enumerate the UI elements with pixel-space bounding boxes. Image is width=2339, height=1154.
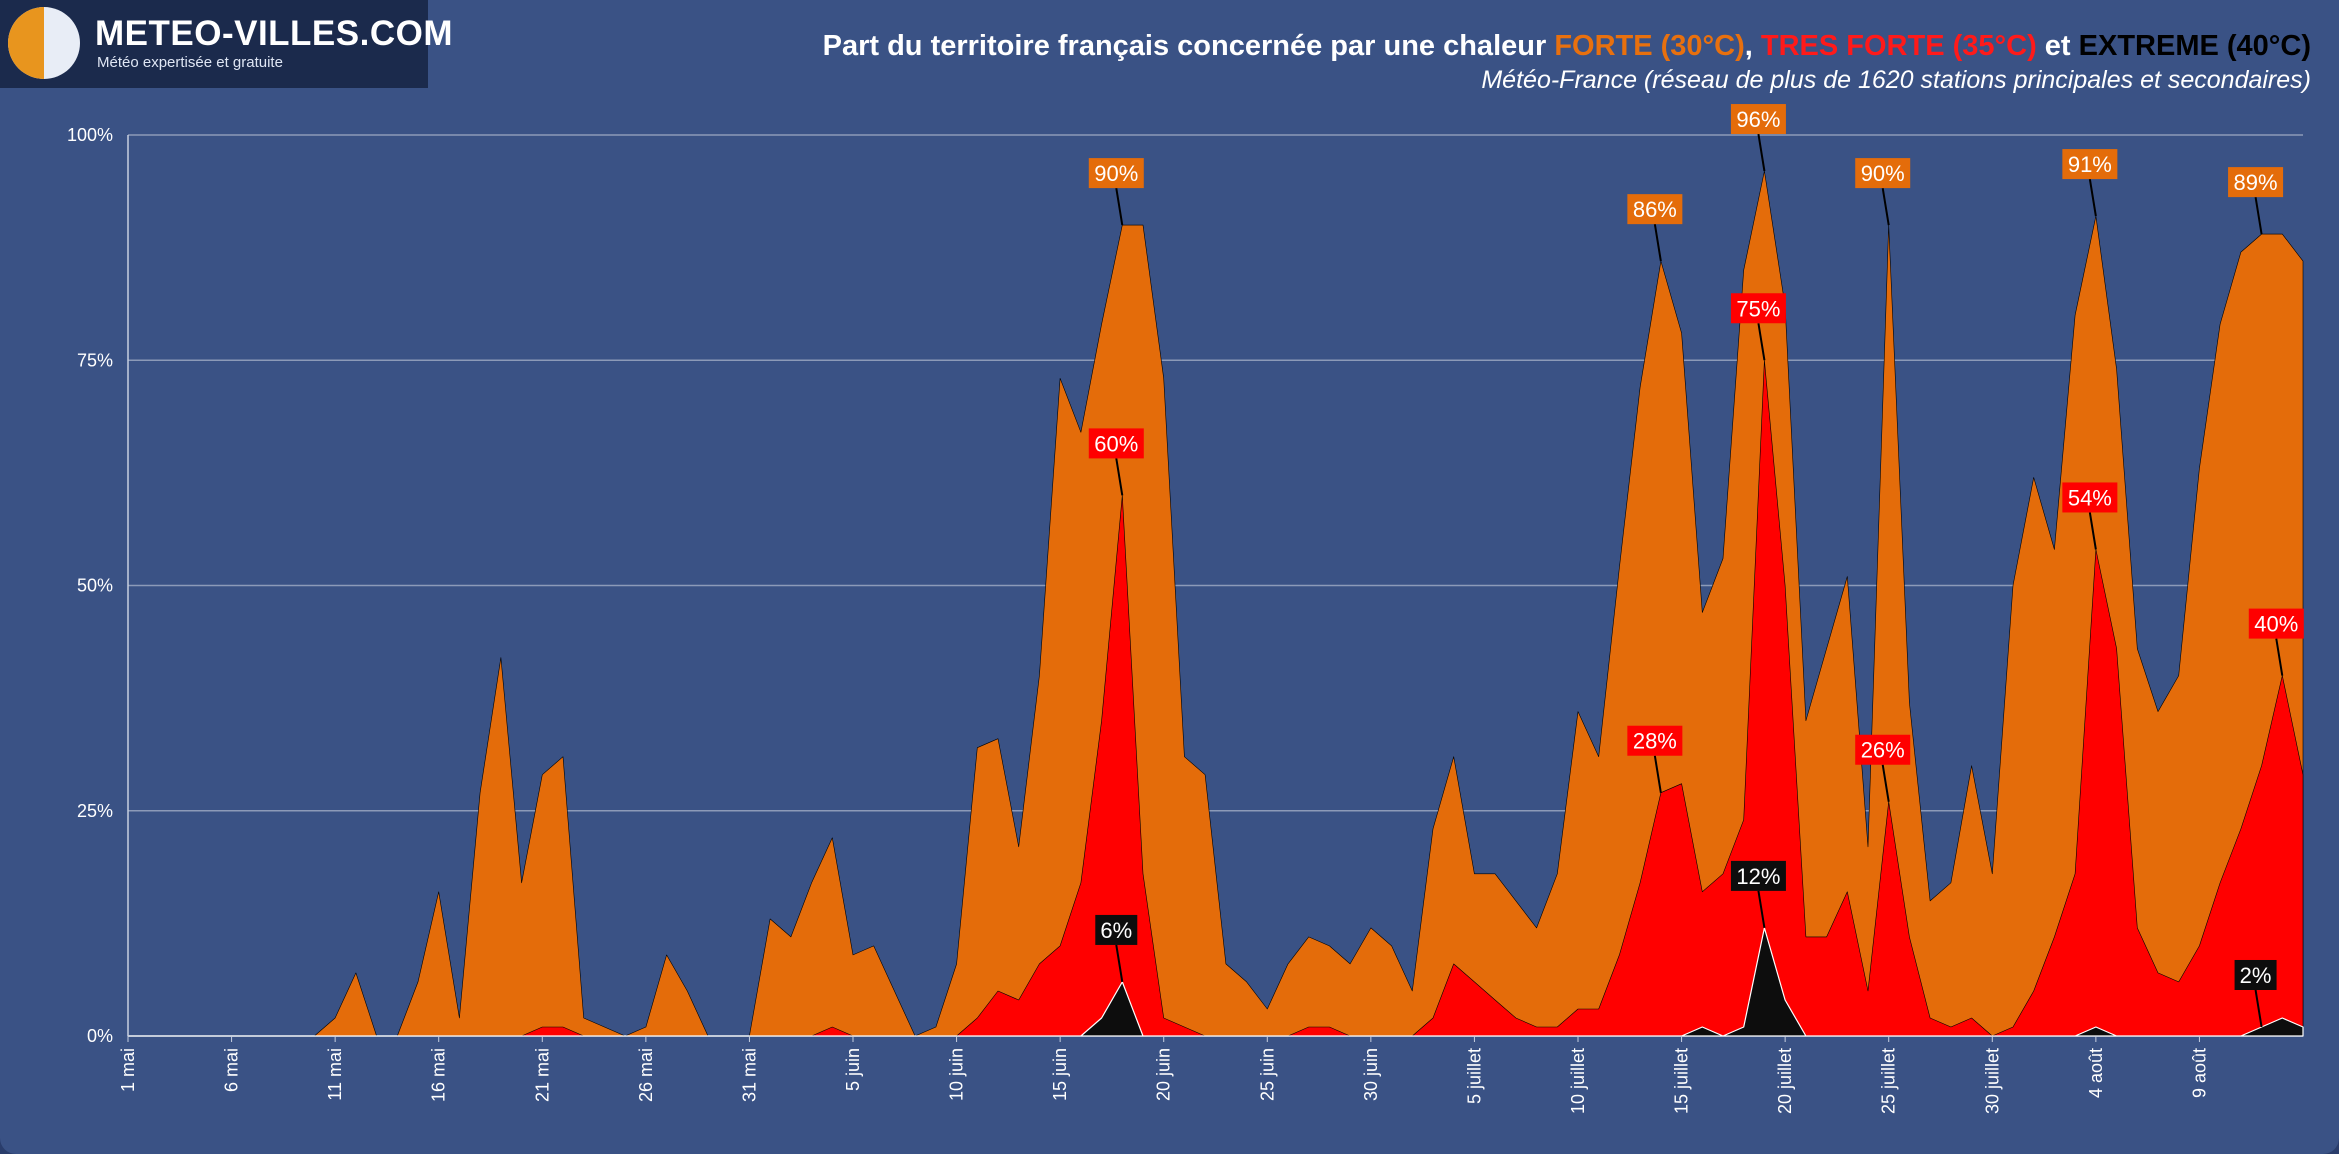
annotation-box [1730,104,1786,135]
x-tick-label: 6 mai [222,1048,242,1092]
annotation-box [1095,914,1138,945]
x-tick-label: 25 juin [1257,1048,1277,1101]
x-tick-label: 31 mai [739,1048,759,1102]
annotation-label: 96% [1736,107,1780,132]
annotation-leader [2275,638,2284,676]
chart-subtitle: Météo-France (réseau de plus de 1620 sta… [1481,66,2311,94]
annotation-label: 60% [1094,431,1138,456]
x-tick-label: 1 mai [118,1048,138,1092]
title-tres-forte: TRES FORTE (35°C) [1760,30,2037,62]
annotation-box [1627,194,1683,225]
annotation-box [1855,158,1911,189]
logo[interactable]: METEO-VILLES.COM Météo expertisée et gra… [0,0,453,88]
title-forte: FORTE (30°C) [1554,30,1745,62]
x-tick-label: 5 juin [843,1048,863,1091]
x-tick-label: 9 août [2189,1048,2209,1098]
title-prefix: Part du territoire français concernée pa… [822,30,1555,62]
annotation-leader [1881,187,1890,226]
annotation-label: 90% [1094,161,1138,186]
x-tick-label: 20 juin [1154,1048,1174,1101]
x-tick-label: 15 juillet [1672,1048,1692,1114]
annotation-leader [1115,458,1124,496]
annotation-leader [1653,223,1662,262]
y-tick-label: 0% [87,1026,113,1046]
x-tick-label: 4 août [2086,1048,2106,1098]
y-tick-label: 100% [67,125,113,145]
annotation-label: 90% [1861,161,1905,186]
annotation-box [1730,293,1786,324]
annotation-leader [1653,755,1662,793]
annotation-box [2062,482,2118,513]
x-tick-label: 15 juin [1050,1048,1070,1101]
logo-name: METEO-VILLES.COM [95,14,453,53]
area-series-3 [127,927,2304,1037]
annotation-leader [2254,989,2263,1028]
x-tick-label: 5 juillet [1464,1048,1484,1104]
annotation-label: 40% [2254,612,2298,637]
annotation-label: 54% [2068,485,2112,510]
annotation-box [1088,428,1144,459]
x-tick-label: 16 mai [429,1048,449,1102]
annotation-leader [2254,196,2263,235]
y-tick-label: 50% [77,576,113,596]
x-tick-label: 10 juin [947,1048,967,1101]
title-extreme: EXTREME (40°C) [2078,30,2311,62]
annotation-leader [1115,944,1124,983]
y-tick-label: 25% [77,801,113,821]
x-tick-label: 11 mai [325,1048,345,1101]
x-tick-label: 30 juillet [1982,1048,2002,1114]
annotation-leader [1115,187,1124,226]
annotation-box [1855,734,1911,765]
annotation-box [1088,158,1144,189]
annotation-box [1730,860,1786,891]
chart-title: Part du territoire français concernée pa… [823,30,2311,63]
x-tick-label: 21 mai [532,1048,552,1102]
annotation-label: 75% [1736,296,1780,321]
annotation-leader [1757,890,1766,929]
annotation-label: 26% [1861,738,1905,763]
logo-sun-icon [8,7,80,79]
x-tick-label: 25 juillet [1879,1048,1899,1114]
annotation-label: 28% [1633,729,1677,754]
annotation-label: 91% [2068,152,2112,177]
annotation-leader [2088,178,2097,217]
annotation-label: 2% [2240,963,2272,988]
annotation-leader [1757,323,1766,361]
annotation-leader [1881,764,1890,802]
annotation-leader [2088,512,2097,550]
title-sep1: , [1744,30,1761,62]
annotation-label: 12% [1736,864,1780,889]
y-tick-label: 75% [77,350,113,370]
annotation-box [2062,149,2118,180]
x-tick-label: 10 juillet [1568,1048,1588,1114]
x-tick-label: 30 juin [1361,1048,1381,1101]
annotation-label: 86% [1633,197,1677,222]
annotation-leader [1757,133,1766,172]
annotation-box [2234,959,2277,990]
x-tick-label: 26 mai [636,1048,656,1102]
x-tick-label: 20 juillet [1775,1048,1795,1114]
logo-tagline: Météo expertisée et gratuite [97,54,283,71]
area-series-1 [127,170,2304,1037]
annotation-box [2228,167,2284,198]
annotation-box [1627,725,1683,756]
annotation-box [2248,608,2304,639]
title-sep2: et [2036,30,2079,62]
annotation-label: 6% [1100,918,1132,943]
annotation-label: 89% [2234,170,2278,195]
